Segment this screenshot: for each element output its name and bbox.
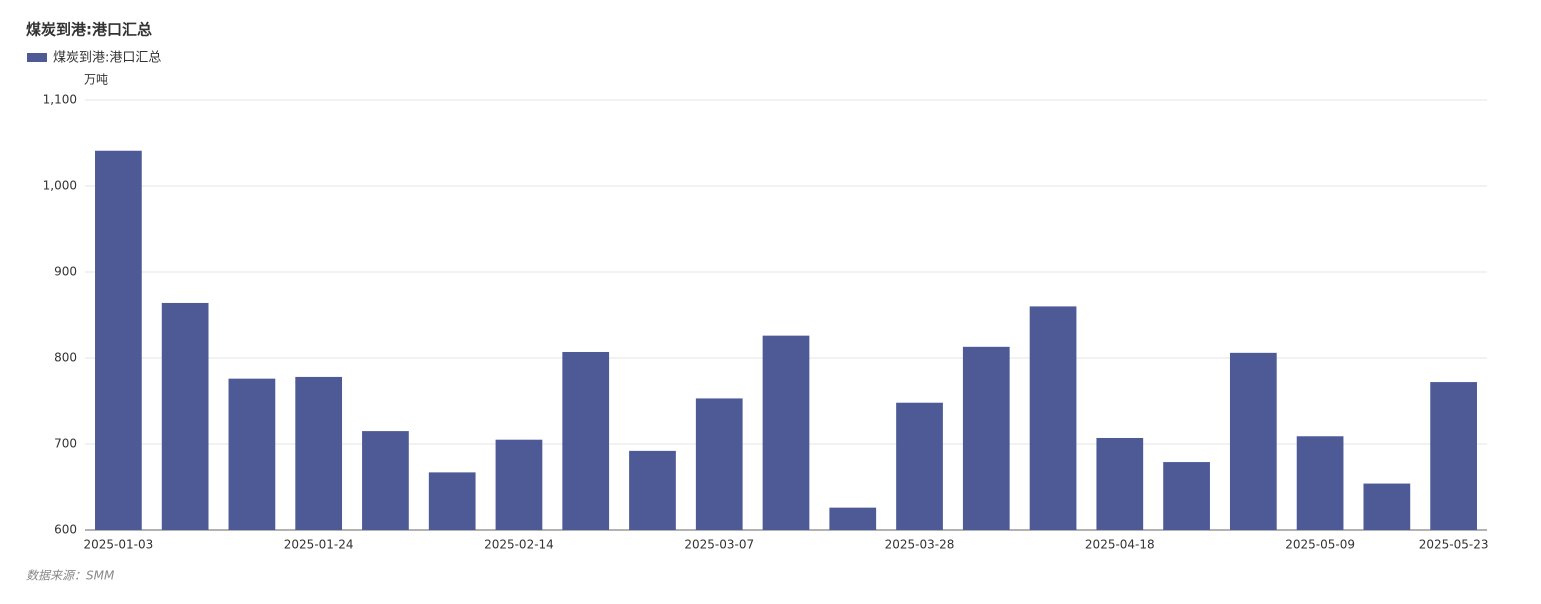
y-tick-label: 800 <box>54 351 77 365</box>
bar <box>495 439 543 530</box>
axis-unit: 万吨 <box>84 73 108 87</box>
x-tick-label: 2025-03-28 <box>885 538 955 552</box>
y-tick-label: 1,000 <box>43 179 77 193</box>
bar <box>962 346 1010 530</box>
bar <box>896 402 943 530</box>
x-tick-label: 2025-02-14 <box>484 538 554 552</box>
bar <box>1296 436 1344 530</box>
bar <box>1229 352 1277 530</box>
x-tick-label: 2025-05-23 <box>1419 538 1489 552</box>
bar <box>562 351 610 530</box>
bar <box>1029 306 1077 530</box>
x-tick-label: 2025-01-03 <box>84 538 154 552</box>
source-note: 数据来源：SMM <box>26 569 115 583</box>
y-tick-label: 600 <box>54 523 77 537</box>
bar <box>829 507 877 530</box>
bar <box>362 431 409 530</box>
bar <box>1363 483 1411 530</box>
bar <box>95 150 142 531</box>
y-tick-label: 1,100 <box>43 93 77 107</box>
bar <box>762 335 810 530</box>
bar <box>695 398 743 530</box>
bar <box>295 376 343 530</box>
legend-label: 煤炭到港:港口汇总 <box>53 51 161 66</box>
bar <box>428 472 476 530</box>
x-tick-label: 2025-01-24 <box>284 538 354 552</box>
y-tick-label: 900 <box>54 265 77 279</box>
x-tick-label: 2025-05-09 <box>1285 538 1355 552</box>
bar <box>161 302 209 530</box>
legend-swatch <box>27 53 47 62</box>
bar <box>1163 462 1210 530</box>
y-tick-label: 700 <box>54 437 77 451</box>
x-tick-label: 2025-03-07 <box>684 538 754 552</box>
bar <box>1430 382 1477 530</box>
x-tick-label: 2025-04-18 <box>1085 538 1155 552</box>
bar <box>1096 437 1144 530</box>
bar <box>228 378 276 530</box>
bar <box>629 450 676 530</box>
chart-title: 煤炭到港:港口汇总 <box>26 21 152 39</box>
